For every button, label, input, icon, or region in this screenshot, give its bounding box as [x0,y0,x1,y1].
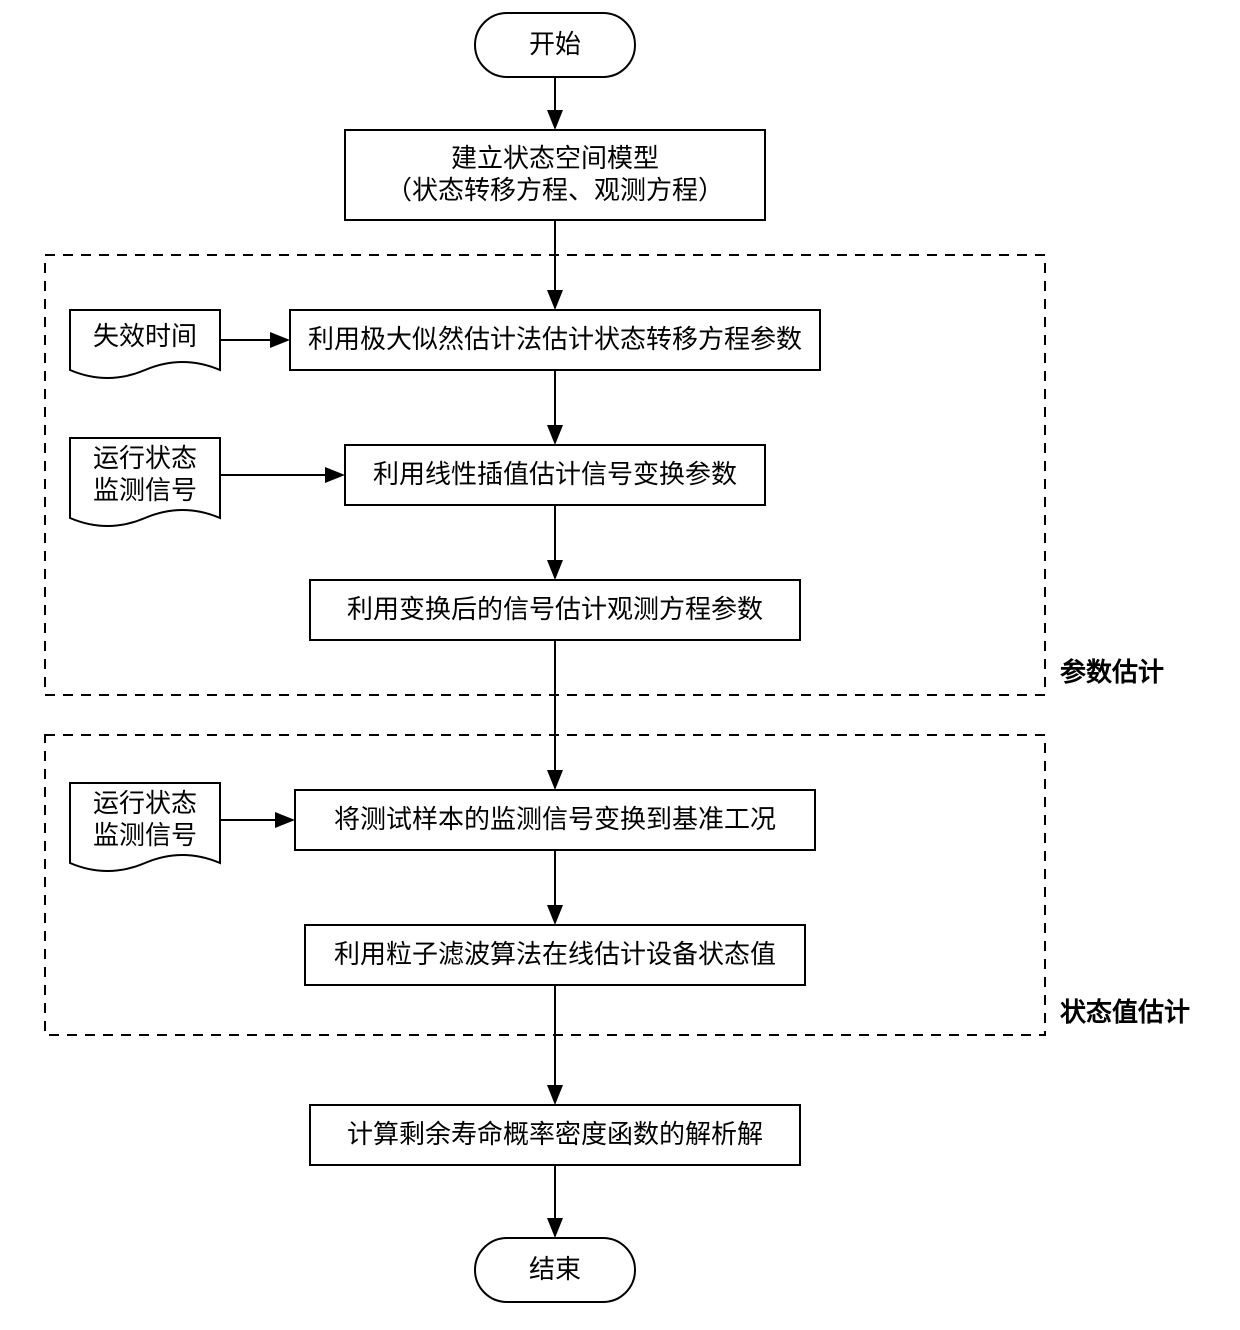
process-text: 利用线性插值估计信号变换参数 [373,460,737,489]
document-text: 监测信号 [93,476,197,505]
flowchart-canvas: 参数估计状态值估计 开始结束 建立状态空间模型 （状态转移方程、观测方程） 利用极大似然… [0,0,1240,1330]
end-label: 结束 [529,1255,581,1284]
process-text: 计算剩余寿命概率密度函数的解析解 [347,1120,763,1149]
document-text: 运行状态 [93,789,197,818]
start-label: 开始 [529,30,581,59]
process-text: 建立状态空间模型 [451,144,659,173]
document-text: 运行状态 [93,444,197,473]
document-text: 监测信号 [93,821,197,850]
process-text: （状态转移方程、观测方程） [386,176,724,205]
group-box [45,735,1045,1035]
process-text: 利用极大似然估计法估计状态转移方程参数 [308,325,802,354]
process-text: 利用变换后的信号估计观测方程参数 [347,595,763,624]
group-label: 状态值估计 [1060,997,1190,1027]
process-text: 将测试样本的监测信号变换到基准工况 [334,805,776,834]
document-text: 失效时间 [93,322,197,351]
group-label: 参数估计 [1060,657,1164,687]
process-text: 利用粒子滤波算法在线估计设备状态值 [334,940,776,969]
